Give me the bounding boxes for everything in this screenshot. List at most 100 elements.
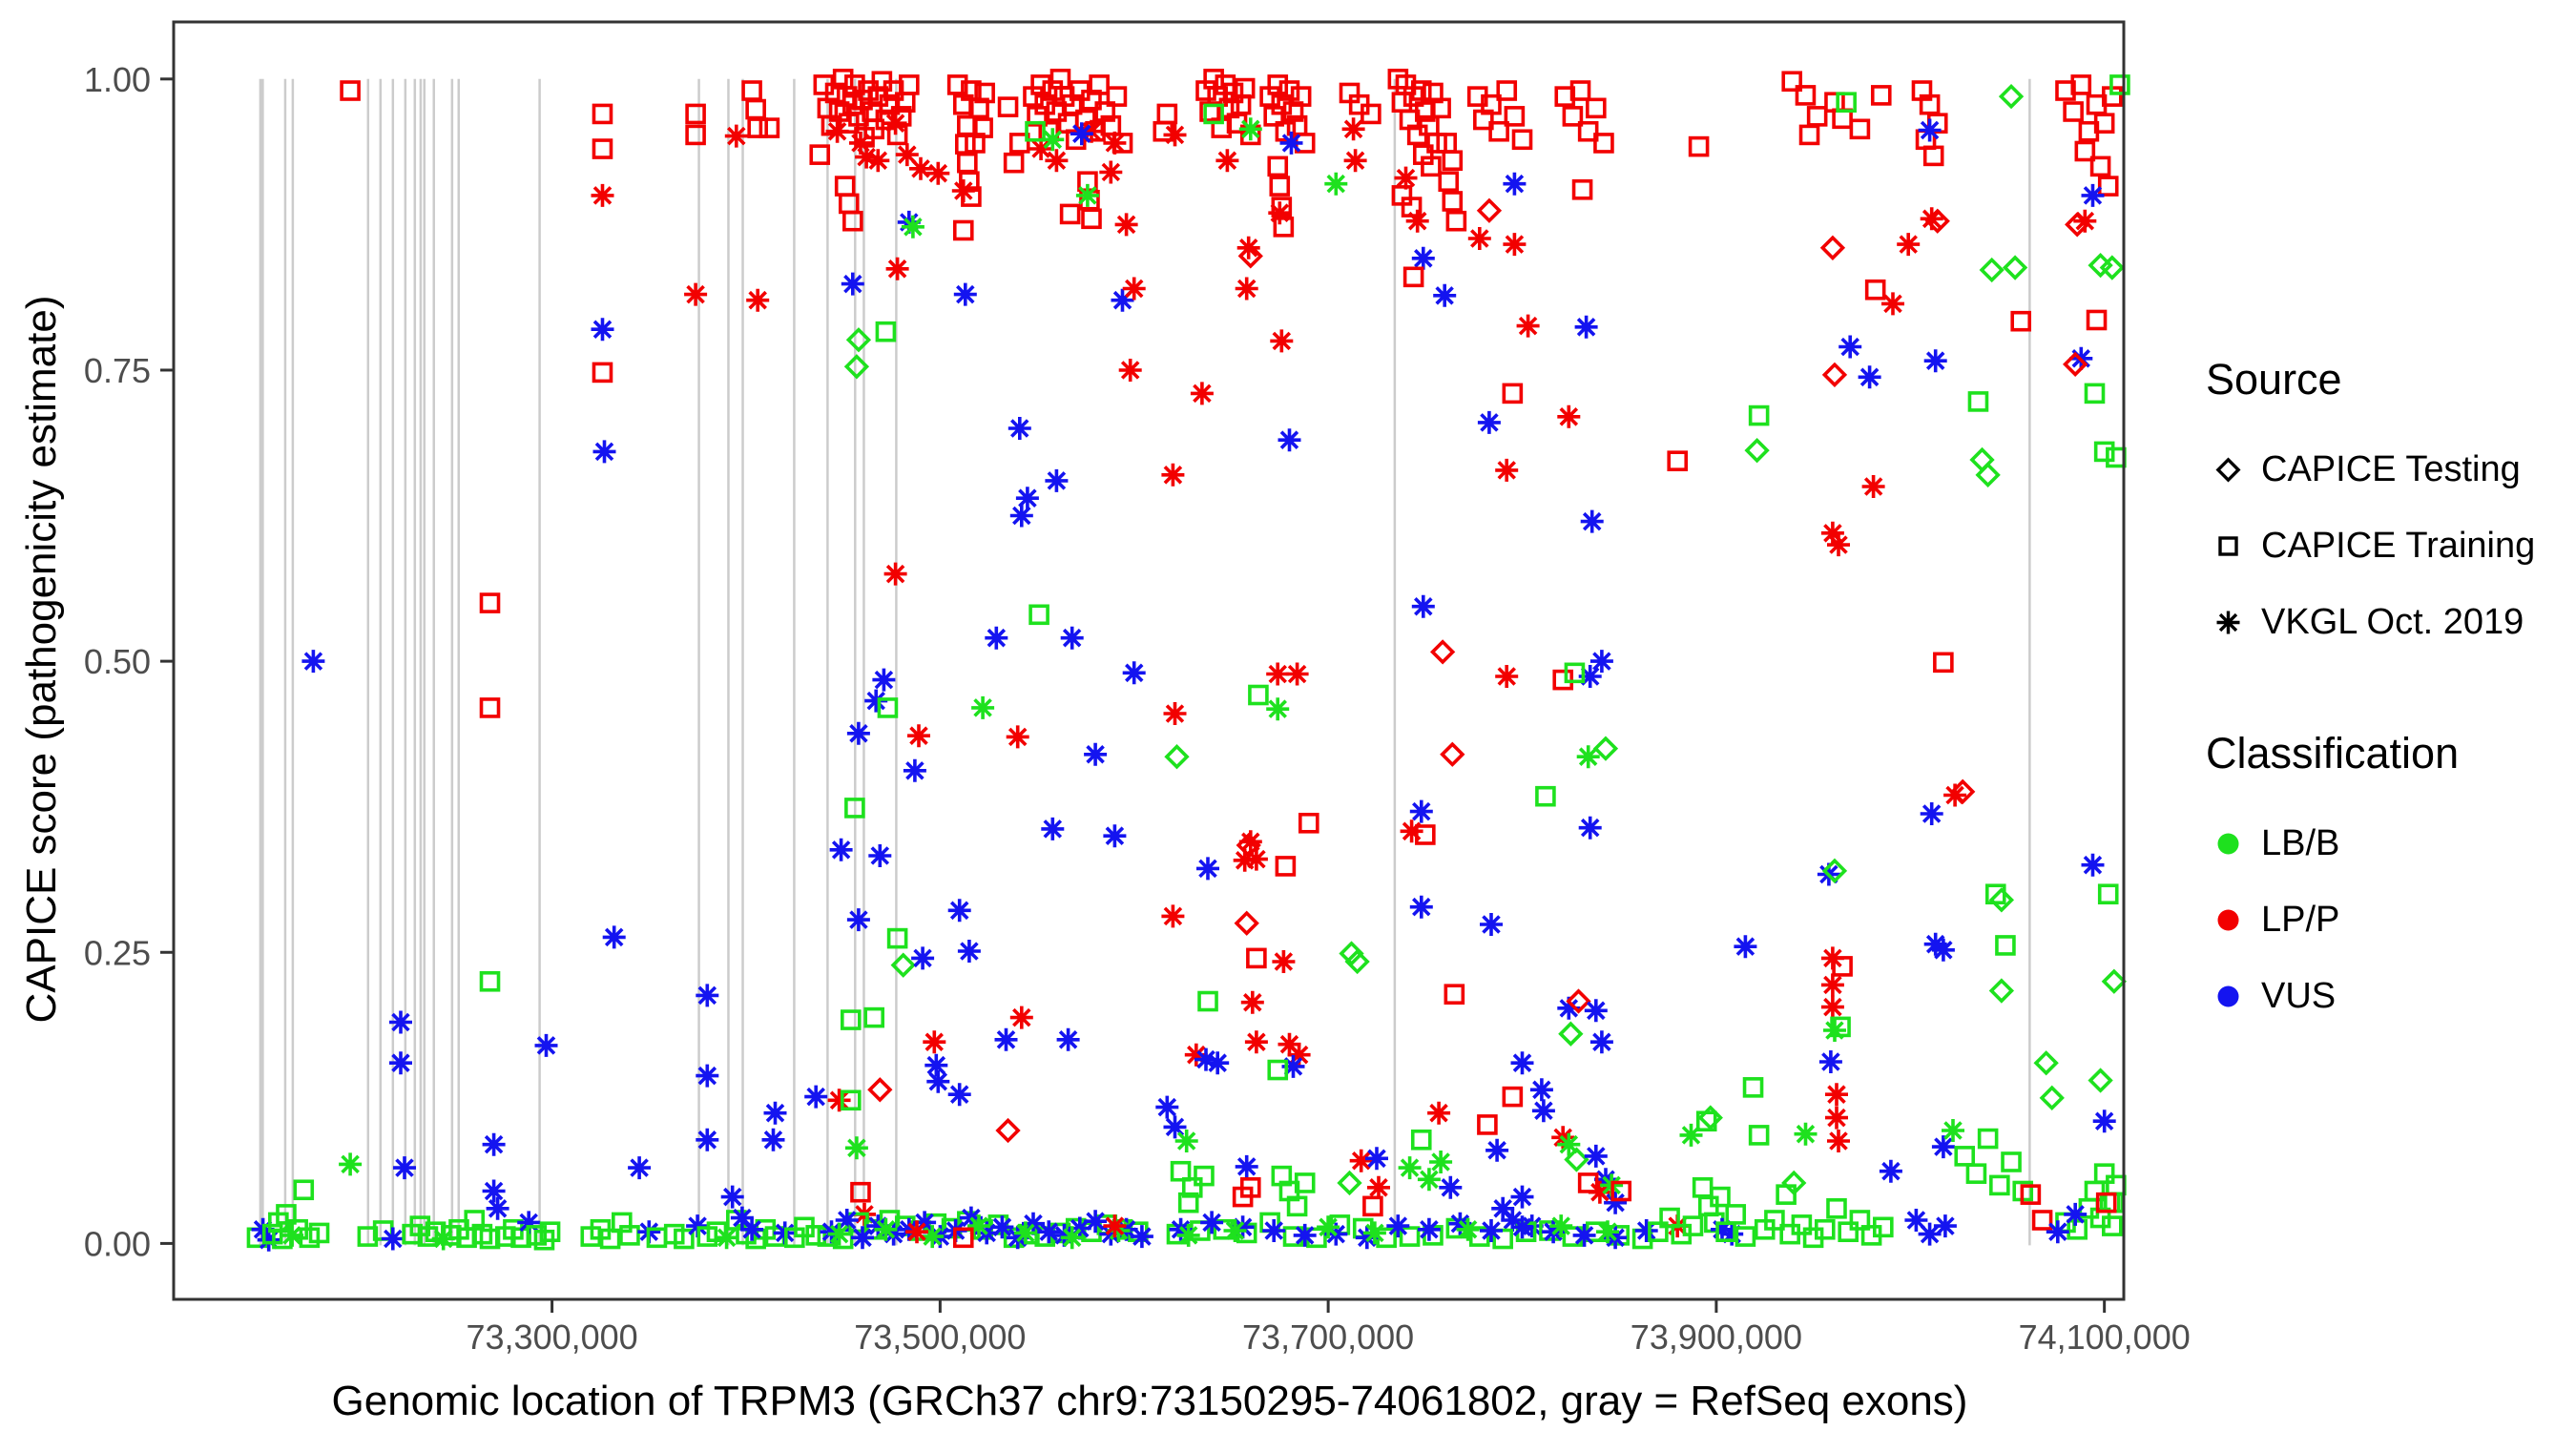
data-point (1776, 1184, 1797, 1205)
data-point (1549, 1214, 1573, 1238)
data-point (867, 1077, 893, 1103)
data-point (825, 119, 849, 143)
data-point (907, 724, 930, 748)
data-point (1084, 742, 1108, 766)
data-point (804, 1085, 828, 1109)
data-point (895, 143, 919, 167)
data-point (1818, 1050, 1842, 1073)
data-point (841, 1009, 862, 1030)
data-point (686, 1214, 710, 1238)
data-point (846, 908, 870, 932)
data-point (1576, 745, 1600, 769)
data-point (2070, 74, 2092, 95)
data-point (957, 152, 978, 174)
data-point (1965, 1163, 1987, 1184)
data-point (2101, 1215, 2123, 1236)
data-point (1975, 462, 2001, 487)
data-point (874, 1217, 898, 1241)
data-point (1572, 1223, 1596, 1247)
data-point (911, 946, 935, 970)
data-point (968, 97, 989, 119)
data-point (827, 1222, 851, 1246)
data-point (715, 1226, 738, 1250)
legend-classification-title: Classification (2206, 729, 2460, 778)
data-point (1433, 283, 1457, 307)
data-point (696, 1128, 719, 1151)
data-point (1438, 171, 1460, 193)
data-point (890, 952, 916, 978)
data-point (1343, 149, 1367, 173)
data-point (1099, 1222, 1123, 1246)
data-point (1290, 86, 1312, 107)
data-point (1409, 799, 1433, 823)
data-point (2084, 383, 2106, 404)
data-point (746, 288, 770, 312)
data-point (1275, 120, 1297, 142)
data-point (1468, 1226, 1490, 1247)
data-point (1819, 235, 1846, 260)
data-point (1410, 1129, 1432, 1151)
legend-item-vkgl: VKGL Oct. 2019 (2206, 584, 2574, 660)
data-point (1827, 1130, 1850, 1152)
data-point (1918, 118, 1942, 142)
data-point (1427, 1101, 1451, 1125)
data-point (1584, 999, 1608, 1023)
data-point (1720, 1222, 1744, 1246)
data-point (1827, 533, 1850, 557)
data-point (1589, 650, 1613, 674)
data-point (1100, 114, 1122, 136)
legend-item-label: LB/B (2261, 822, 2340, 863)
data-point (1873, 1216, 1894, 1238)
data-point (1584, 1144, 1608, 1168)
data-point (1578, 816, 1602, 840)
data-point (1697, 1105, 1723, 1130)
data-point (1233, 848, 1257, 872)
data-point (1344, 948, 1370, 975)
data-point (1725, 1204, 1747, 1225)
data-point (1495, 458, 1519, 482)
data-point (479, 697, 501, 718)
data-point (1593, 133, 1614, 154)
data-point (1476, 197, 1503, 223)
data-point (903, 758, 926, 782)
data-point (696, 984, 719, 1007)
data-point (1006, 725, 1029, 749)
data-point (1922, 145, 1944, 167)
data-point (1068, 1216, 1091, 1240)
data-point (1836, 92, 1857, 114)
square-icon (2206, 524, 2261, 568)
data-point (1589, 1030, 1613, 1054)
data-point (2092, 1110, 2116, 1133)
data-point (1849, 1210, 1871, 1231)
data-point (924, 1053, 948, 1077)
data-point (1417, 1168, 1441, 1192)
data-point (2001, 1151, 2022, 1172)
data-point (2106, 1174, 2127, 1196)
data-point (276, 1204, 297, 1225)
data-point (2039, 1085, 2065, 1110)
data-point (479, 592, 501, 613)
data-point (844, 1136, 868, 1160)
data-point (1174, 1130, 1198, 1152)
data-point (308, 1222, 330, 1244)
data-point (1742, 1077, 1764, 1098)
data-point (1215, 149, 1239, 173)
lpp-dot-icon (2206, 898, 2261, 942)
data-point (846, 721, 870, 745)
data-point (1562, 106, 1584, 127)
data-point (1041, 128, 1065, 152)
data-point (2109, 74, 2130, 95)
data-point (534, 1033, 558, 1057)
data-point (841, 272, 864, 296)
data-point (1588, 1180, 1611, 1204)
data-point (628, 1156, 652, 1180)
data-point (1692, 1177, 1714, 1198)
data-point (1791, 1214, 1813, 1235)
data-point (1235, 1154, 1258, 1178)
data-point (974, 82, 995, 104)
data-point (1398, 1156, 1422, 1180)
data-point (868, 844, 892, 867)
legend-item-capice-testing: CAPICE Testing (2206, 431, 2574, 508)
data-point (1060, 1226, 1084, 1250)
vus-dot-icon (2206, 974, 2261, 1018)
